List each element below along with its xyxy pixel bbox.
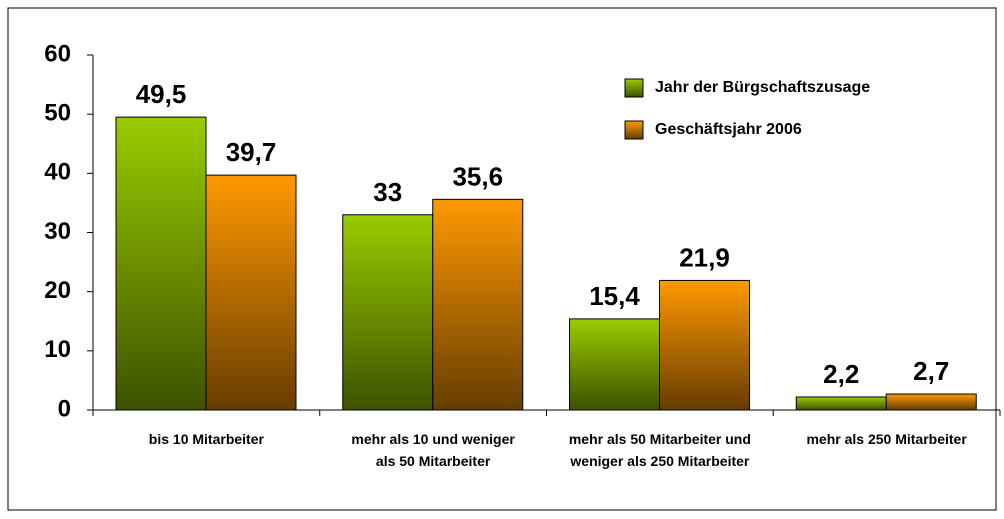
- y-tick-label: 0: [58, 395, 71, 422]
- y-tick-label: 50: [44, 100, 71, 127]
- data-label: 21,9: [679, 242, 730, 272]
- bar: [885, 393, 977, 411]
- bar: [795, 396, 887, 411]
- bar: [659, 279, 750, 411]
- y-tick-label: 30: [44, 218, 71, 245]
- data-label: 33: [373, 177, 402, 207]
- bar: [115, 116, 207, 411]
- data-label: 2,7: [913, 356, 949, 386]
- y-tick-label: 60: [44, 40, 71, 67]
- x-tick-label: mehr als 250 Mitarbeiter: [806, 431, 967, 447]
- bar: [205, 174, 297, 411]
- data-label: 49,5: [136, 79, 187, 109]
- legend-label: Jahr der Bürgschaftszusage: [655, 79, 870, 96]
- x-tick-label: bis 10 Mitarbeiter: [149, 431, 265, 447]
- bar: [569, 318, 660, 411]
- data-label: 39,7: [226, 137, 277, 167]
- x-tick-label: mehr als 10 und weniger als 50 Mitarbeite…: [351, 431, 515, 469]
- data-label: 2,2: [823, 359, 859, 389]
- data-label: 35,6: [452, 161, 503, 191]
- y-tick-label: 10: [44, 336, 71, 363]
- legend-label: Geschäftsjahr 2006: [655, 121, 802, 138]
- y-tick-label: 20: [44, 277, 71, 304]
- y-tick-label: 40: [44, 159, 71, 186]
- data-label: 15,4: [589, 281, 640, 311]
- x-tick-label: mehr als 50 Mitarbeiter und weniger als 2…: [569, 431, 751, 469]
- bar: [342, 214, 434, 411]
- legend-swatch: [624, 120, 644, 140]
- legend-swatch: [624, 78, 644, 98]
- bar: [432, 198, 524, 411]
